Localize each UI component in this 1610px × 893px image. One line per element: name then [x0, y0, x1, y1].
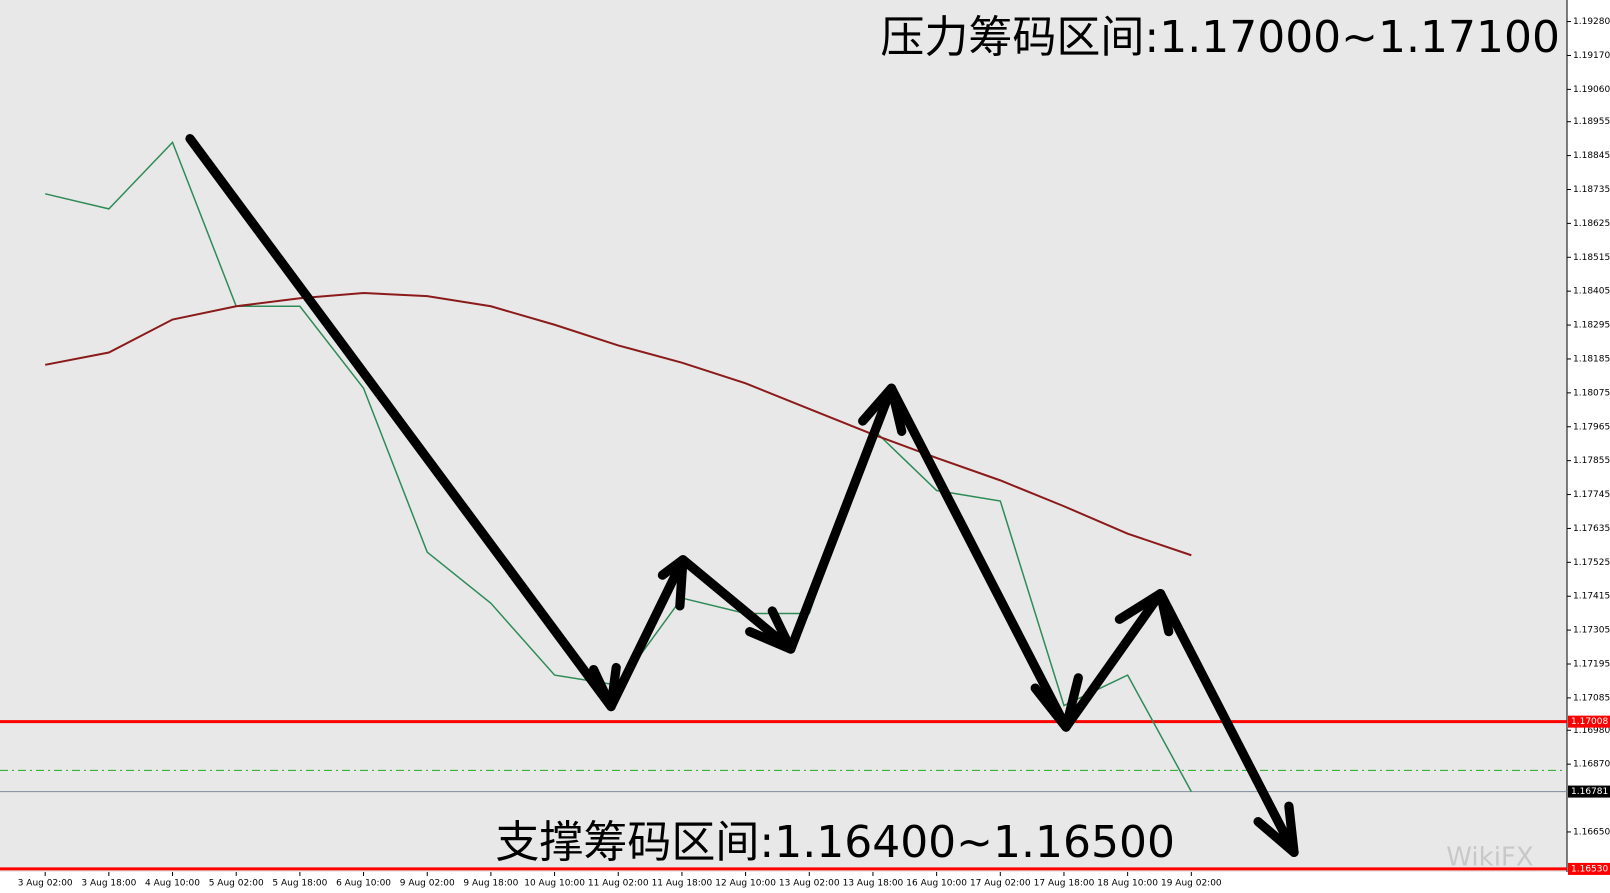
y-tick-label: 1.17525	[1573, 558, 1610, 568]
x-tick-label: 17 Aug 18:00	[1034, 879, 1095, 889]
y-tick-label: 1.17305	[1573, 626, 1610, 636]
x-tick-label: 3 Aug 02:00	[18, 879, 73, 889]
plot-area	[0, 0, 1567, 872]
y-tick-label: 1.18295	[1573, 321, 1610, 331]
y-tick-label: 1.17085	[1573, 693, 1610, 703]
x-tick-label: 5 Aug 18:00	[272, 879, 327, 889]
level-label: 1.17008	[1571, 717, 1608, 727]
level-label-box	[1568, 785, 1610, 798]
x-tick-label: 6 Aug 10:00	[336, 879, 391, 889]
y-tick-label: 1.18735	[1573, 185, 1610, 195]
y-tick-label: 1.17415	[1573, 592, 1610, 602]
arrow-head	[588, 662, 621, 712]
x-tick-label: 18 Aug 10:00	[1097, 879, 1158, 889]
y-tick-label: 1.17635	[1573, 524, 1610, 534]
arrow-head	[1030, 673, 1083, 732]
resistance-annotation: 压力筹码区间:1.17000~1.17100	[880, 12, 1560, 63]
x-tick-label: 17 Aug 02:00	[970, 879, 1031, 889]
x-tick-label: 10 Aug 10:00	[524, 879, 585, 889]
x-tick-label: 4 Aug 10:00	[145, 879, 200, 889]
y-tick-label: 1.17965	[1573, 422, 1610, 432]
x-tick-label: 3 Aug 18:00	[81, 879, 136, 889]
y-tick-label: 1.19170	[1573, 51, 1610, 61]
y-tick-label: 1.18185	[1573, 354, 1610, 364]
level-label: 1.16781	[1571, 787, 1608, 797]
arrow-head	[1253, 801, 1299, 858]
y-tick-label: 1.16980	[1573, 726, 1610, 736]
y-tick-label: 1.17195	[1573, 660, 1610, 670]
level-label-box	[1568, 862, 1610, 875]
y-tick-label: 1.18845	[1573, 151, 1610, 161]
x-tick-label: 12 Aug 10:00	[715, 879, 776, 889]
x-tick-label: 9 Aug 02:00	[400, 879, 455, 889]
y-tick-label: 1.18955	[1573, 117, 1610, 127]
x-tick-label: 5 Aug 02:00	[209, 879, 264, 889]
series-line	[44, 292, 1192, 557]
x-tick-label: 16 Aug 10:00	[906, 879, 967, 889]
arrow-head	[745, 606, 796, 654]
level-label-box	[1568, 715, 1610, 728]
x-tick-label: 19 Aug 02:00	[1161, 879, 1222, 889]
level-label: 1.16530	[1571, 864, 1608, 874]
x-tick-label: 11 Aug 18:00	[652, 879, 713, 889]
y-tick-label: 1.18625	[1573, 219, 1610, 229]
y-tick-label: 1.17745	[1573, 490, 1610, 500]
x-tick-label: 13 Aug 02:00	[779, 879, 840, 889]
y-tick-label: 1.18075	[1573, 388, 1610, 398]
time-axis	[0, 872, 1610, 893]
y-tick-label: 1.19060	[1573, 85, 1610, 95]
support-annotation: 支撑筹码区间:1.16400~1.16500	[495, 817, 1175, 868]
watermark: WikiFX	[1446, 843, 1533, 873]
arrow-head	[1114, 588, 1174, 637]
arrow-head	[657, 555, 688, 611]
price-axis	[1567, 0, 1610, 893]
y-tick-label: 1.18405	[1573, 287, 1610, 297]
x-tick-label: 13 Aug 18:00	[843, 879, 904, 889]
arrow-path	[185, 134, 1299, 858]
x-tick-label: 11 Aug 02:00	[588, 879, 649, 889]
y-tick-label: 1.17855	[1573, 456, 1610, 466]
y-tick-label: 1.16650	[1573, 827, 1610, 837]
x-tick-label: 9 Aug 18:00	[463, 879, 518, 889]
y-tick-label: 1.16870	[1573, 760, 1610, 770]
trend-arrows	[185, 134, 1299, 858]
y-tick-label: 1.19280	[1573, 17, 1610, 27]
y-tick-label: 1.18515	[1573, 253, 1610, 263]
arrow-head	[858, 383, 907, 436]
